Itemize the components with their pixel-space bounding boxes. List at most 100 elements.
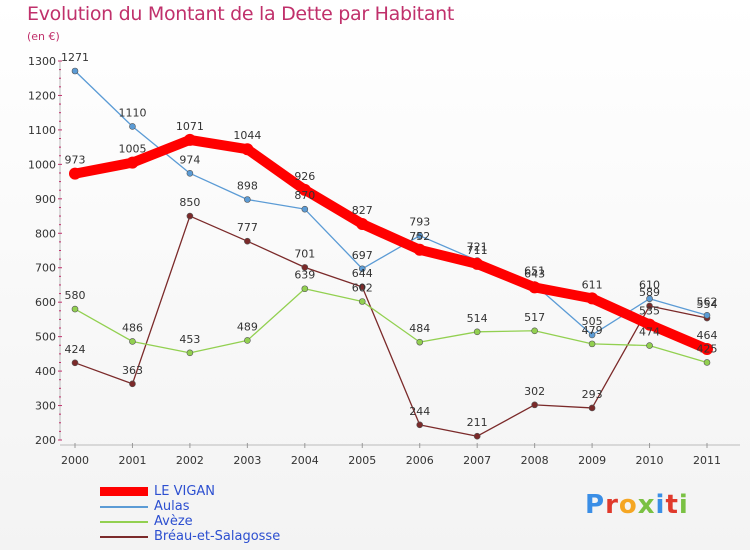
data-label: 424: [65, 343, 86, 356]
data-label: 898: [237, 180, 258, 193]
data-point: [588, 331, 596, 339]
legend-label: LE VIGAN: [154, 484, 216, 499]
data-point: [129, 380, 136, 388]
data-label: 484: [409, 322, 430, 335]
data-point: [186, 212, 194, 220]
legend-label: Aulas: [154, 499, 190, 514]
data-point: [646, 342, 653, 349]
data-point: [588, 340, 596, 348]
data-point: [643, 318, 656, 331]
data-point: [358, 283, 366, 291]
data-label: 611: [582, 278, 603, 291]
data-point: [244, 237, 251, 245]
y-tick-label: 500: [35, 331, 56, 344]
data-label: 644: [352, 267, 373, 280]
data-label: 870: [294, 189, 315, 202]
data-label: 293: [582, 388, 603, 401]
data-label: 721: [467, 240, 488, 253]
data-point: [531, 401, 538, 409]
x-tick-label: 2006: [406, 454, 434, 467]
data-point: [71, 67, 79, 75]
legend-item-le-vigan: LE VIGAN: [100, 484, 280, 499]
data-point: [473, 328, 481, 336]
data-point: [126, 156, 139, 169]
data-point: [701, 343, 713, 356]
data-point: [528, 281, 541, 294]
data-point: [703, 359, 711, 366]
data-label: 697: [352, 249, 373, 262]
series-line: [74, 288, 708, 364]
data-point: [244, 337, 251, 344]
y-tick-label: 1300: [28, 55, 56, 68]
data-point: [413, 243, 426, 256]
data-point: [71, 305, 79, 313]
y-tick-label: 1100: [28, 124, 56, 137]
legend-swatch: [100, 520, 148, 523]
data-point: [473, 432, 481, 440]
data-label: 535: [639, 305, 660, 318]
data-label: 302: [524, 385, 545, 398]
data-label: 850: [179, 196, 200, 209]
y-tick-label: 1200: [28, 89, 56, 102]
y-tick-label: 600: [35, 296, 56, 309]
y-tick-label: 1000: [28, 158, 56, 171]
data-label: 244: [409, 405, 430, 418]
data-point: [69, 167, 81, 180]
data-label: 425: [697, 342, 718, 355]
legend-item-breau-et-salagosse: Bréau-et-Salagosse: [100, 529, 280, 544]
data-point: [358, 265, 366, 273]
y-tick-label: 300: [35, 400, 56, 413]
data-label: 602: [352, 281, 373, 294]
data-point: [531, 327, 538, 335]
data-label: 589: [639, 286, 660, 299]
x-tick-label: 2009: [578, 454, 606, 467]
data-label: 505: [582, 315, 603, 328]
series-lines: [69, 67, 713, 440]
data-label: 464: [697, 329, 718, 342]
data-point: [301, 205, 309, 213]
data-point: [241, 143, 254, 156]
data-point: [588, 404, 596, 412]
data-label: 926: [294, 170, 315, 183]
x-tick-label: 2005: [348, 454, 376, 467]
y-tick-label: 900: [35, 193, 56, 206]
data-label: 580: [65, 289, 86, 302]
data-point: [183, 133, 196, 146]
data-label: 639: [294, 269, 315, 282]
proxiti-logo: Proxiti: [585, 490, 689, 520]
data-point: [301, 285, 309, 293]
data-label: 1071: [176, 120, 204, 133]
data-label: 479: [582, 324, 603, 337]
data-point: [244, 196, 251, 203]
data-point: [301, 264, 309, 271]
data-label: 1271: [61, 51, 89, 64]
data-label: 474: [639, 326, 660, 339]
legend-label: Avèze: [154, 514, 193, 529]
data-point: [298, 183, 311, 196]
series-line: [70, 134, 712, 355]
legend: LE VIGAN Aulas Avèze Bréau-et-Salagosse: [100, 484, 280, 544]
data-label: 827: [352, 204, 373, 217]
data-label: 651: [524, 265, 545, 278]
data-point: [586, 292, 599, 305]
data-label: 752: [409, 230, 430, 243]
data-point: [129, 123, 136, 130]
x-tick-label: 2011: [693, 454, 721, 467]
y-tick-label: 200: [35, 434, 56, 447]
legend-swatch: [100, 535, 148, 538]
data-label: 777: [237, 221, 258, 234]
x-tick-label: 2000: [61, 454, 89, 467]
data-label: 1044: [233, 129, 261, 142]
x-tick-label: 2010: [636, 454, 664, 467]
legend-item-aveze: Avèze: [100, 514, 280, 529]
series-line: [74, 215, 708, 437]
data-labels: 973 1005 1071 1044 926 827 752 711 643 611 535 464 1…: [61, 51, 718, 429]
legend-swatch: [100, 487, 148, 496]
x-tick-label: 2007: [463, 454, 491, 467]
data-point: [416, 421, 424, 429]
data-label: 793: [409, 216, 430, 229]
data-point: [71, 359, 79, 367]
legend-label: Bréau-et-Salagosse: [154, 529, 281, 544]
x-tick-label: 2001: [118, 454, 146, 467]
